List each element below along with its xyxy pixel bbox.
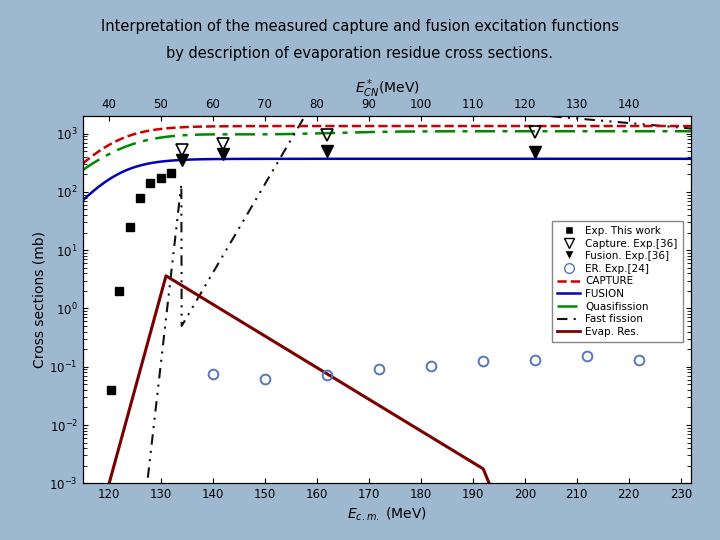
Legend: Exp. This work, Capture. Exp.[36], Fusion. Exp.[36], ER. Exp.[24], CAPTURE, FUSI: Exp. This work, Capture. Exp.[36], Fusio… [552, 221, 683, 342]
X-axis label: $E_{c.m.}$ (MeV): $E_{c.m.}$ (MeV) [347, 505, 427, 523]
X-axis label: $E^*_{CN}$(MeV): $E^*_{CN}$(MeV) [354, 77, 420, 100]
Text: by description of evaporation residue cross sections.: by description of evaporation residue cr… [166, 46, 554, 61]
Text: Interpretation of the measured capture and fusion excitation functions: Interpretation of the measured capture a… [101, 19, 619, 34]
Y-axis label: Cross sections (mb): Cross sections (mb) [32, 231, 47, 368]
